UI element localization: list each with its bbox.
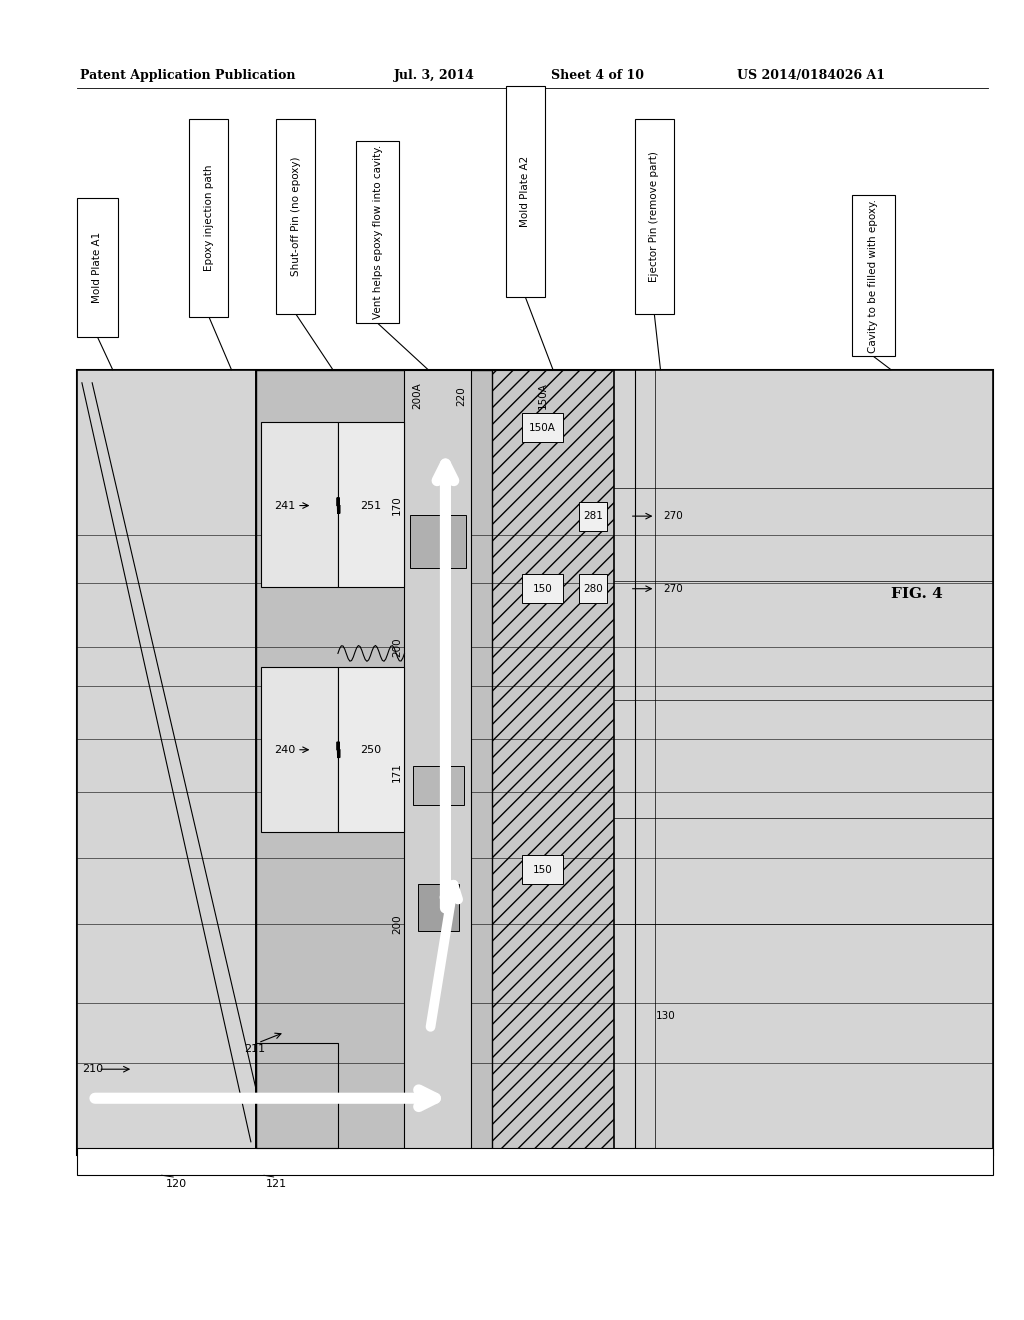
Bar: [404, 370, 471, 1155]
Text: 280: 280: [583, 583, 603, 594]
Bar: [276, 119, 315, 314]
Text: 121: 121: [266, 1179, 287, 1189]
Text: Epoxy injection path: Epoxy injection path: [204, 165, 214, 271]
Text: 220: 220: [456, 387, 466, 405]
Text: 150A: 150A: [538, 383, 548, 409]
Text: 240: 240: [274, 744, 295, 755]
Text: 150A: 150A: [529, 422, 556, 433]
Text: Mold Plate A2: Mold Plate A2: [520, 156, 530, 227]
Bar: [256, 1043, 338, 1148]
Text: 150: 150: [532, 865, 553, 875]
Text: 250: 250: [360, 744, 381, 755]
Bar: [522, 574, 563, 603]
Bar: [356, 141, 399, 323]
Bar: [418, 884, 459, 931]
Text: 281: 281: [583, 511, 603, 521]
Bar: [189, 119, 228, 317]
Text: Patent Application Publication: Patent Application Publication: [80, 69, 295, 82]
Bar: [338, 667, 404, 832]
Bar: [522, 413, 563, 442]
Bar: [77, 370, 256, 1155]
Bar: [77, 198, 118, 337]
Bar: [338, 422, 404, 587]
Text: Cavity to be filled with epoxy.: Cavity to be filled with epoxy.: [868, 199, 879, 352]
Text: 171: 171: [392, 762, 402, 783]
Text: US 2014/0184026 A1: US 2014/0184026 A1: [737, 69, 886, 82]
Text: Shut-off Pin (no epoxy): Shut-off Pin (no epoxy): [291, 157, 301, 276]
Bar: [413, 766, 464, 805]
Text: Ejector Pin (remove part): Ejector Pin (remove part): [649, 150, 659, 282]
Bar: [852, 195, 895, 356]
Text: 200A: 200A: [412, 383, 422, 409]
Bar: [614, 370, 993, 1155]
Bar: [579, 574, 607, 603]
Text: 200: 200: [392, 915, 402, 933]
Text: 150: 150: [532, 583, 553, 594]
Bar: [261, 667, 338, 832]
Bar: [506, 86, 545, 297]
Text: 211: 211: [244, 1044, 265, 1055]
Text: 130: 130: [655, 1011, 675, 1022]
Bar: [261, 422, 338, 587]
Bar: [635, 119, 674, 314]
Bar: [579, 502, 607, 531]
Bar: [256, 370, 492, 1155]
Text: 270: 270: [664, 511, 683, 521]
Text: 210: 210: [82, 1064, 103, 1074]
Text: 251: 251: [360, 500, 381, 511]
Text: Mold Plate A1: Mold Plate A1: [92, 232, 102, 302]
Text: 270: 270: [664, 583, 683, 594]
Text: Jul. 3, 2014: Jul. 3, 2014: [394, 69, 475, 82]
Text: FIG. 4: FIG. 4: [891, 587, 942, 601]
Bar: [522, 855, 563, 884]
Text: 241: 241: [274, 500, 295, 511]
Text: 170: 170: [392, 496, 402, 515]
Bar: [77, 1148, 993, 1175]
Text: 200: 200: [392, 638, 402, 656]
Bar: [77, 370, 993, 1155]
Text: Sheet 4 of 10: Sheet 4 of 10: [551, 69, 644, 82]
Text: Vent helps epoxy flow into cavity.: Vent helps epoxy flow into cavity.: [373, 145, 383, 319]
Text: 120: 120: [166, 1179, 186, 1189]
Bar: [410, 515, 466, 568]
